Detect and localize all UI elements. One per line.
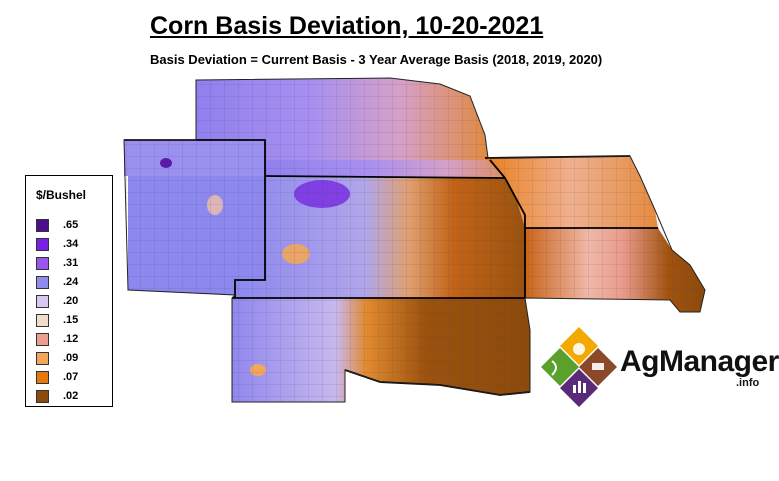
- region-outline: [123, 77, 706, 403]
- legend-label: .07: [63, 371, 79, 383]
- legend-item: .31: [36, 256, 78, 270]
- legend-item: .20: [36, 294, 78, 308]
- legend-label: .02: [63, 390, 79, 402]
- map-subtitle: Basis Deviation = Current Basis - 3 Year…: [150, 52, 603, 67]
- legend-swatch: [36, 351, 49, 365]
- map-title: Corn Basis Deviation, 10-20-2021: [150, 12, 544, 40]
- legend: $/Bushel .65 .34 .31 .24 .20 .15 .12 .09…: [25, 175, 113, 407]
- legend-item: .24: [36, 275, 78, 289]
- legend-item: .07: [36, 370, 78, 384]
- legend-swatch: [36, 218, 49, 232]
- legend-label: .65: [63, 219, 79, 231]
- agmanager-logo-icon: [541, 327, 617, 407]
- legend-title: $/Bushel: [36, 188, 87, 202]
- legend-label: .09: [63, 352, 79, 364]
- state-borders: [124, 139, 658, 396]
- agmanager-logo-suffix: .info: [736, 377, 760, 389]
- legend-swatch: [36, 237, 49, 251]
- legend-label: .12: [63, 333, 79, 345]
- legend-label: .31: [63, 257, 79, 269]
- agmanager-logo-text: AgManager: [620, 345, 779, 378]
- agmanager-logo[interactable]: AgManager .info: [540, 325, 779, 407]
- legend-item: .34: [36, 237, 78, 251]
- legend-item: .09: [36, 351, 78, 365]
- legend-item: .65: [36, 218, 78, 232]
- legend-item: .15: [36, 313, 78, 327]
- legend-label: .20: [63, 295, 79, 307]
- legend-swatch: [36, 370, 49, 384]
- legend-label: .34: [63, 238, 79, 250]
- legend-label: .24: [63, 276, 79, 288]
- legend-swatch: [36, 294, 49, 308]
- legend-item: .12: [36, 332, 78, 346]
- legend-swatch: [36, 275, 49, 289]
- legend-swatch: [36, 332, 49, 346]
- legend-swatch: [36, 256, 49, 270]
- legend-swatch: [36, 389, 49, 403]
- legend-item: .02: [36, 389, 78, 403]
- legend-swatch: [36, 313, 49, 327]
- county-grid: [124, 78, 705, 402]
- legend-label: .15: [63, 314, 79, 326]
